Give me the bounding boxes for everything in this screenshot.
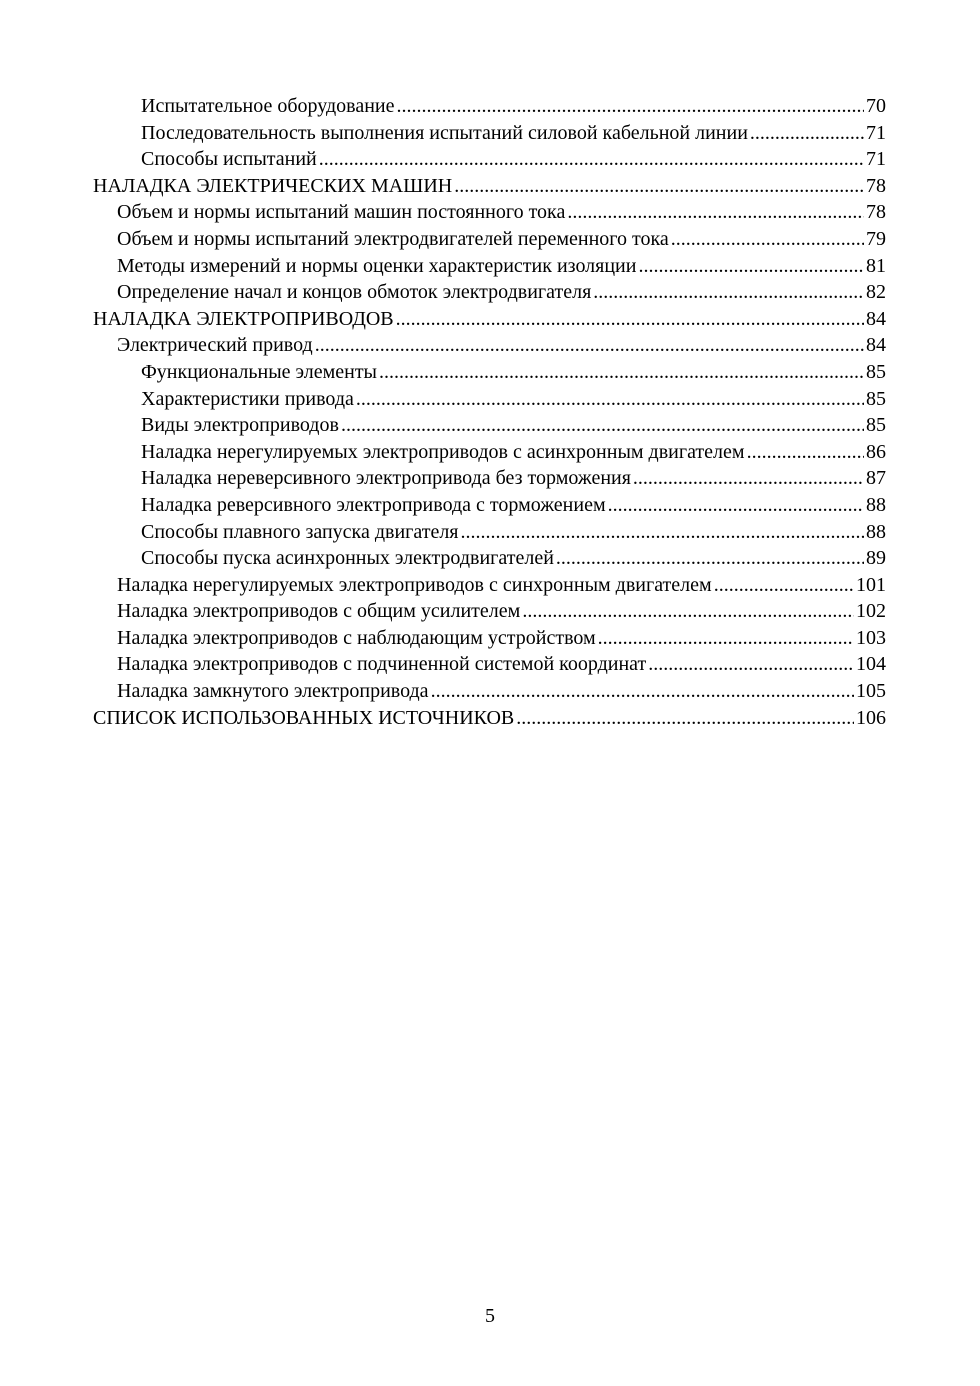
toc-entry-title: НАЛАДКА ЭЛЕКТРИЧЕСКИХ МАШИН [93,174,453,197]
toc-entry-page: 87 [866,467,886,490]
toc-entry-page: 88 [866,520,886,543]
toc-entry: Определение начал и концов обмоток элект… [93,279,886,306]
table-of-contents: Испытательное оборудование..............… [93,93,886,731]
toc-entry-page: 84 [866,307,886,330]
toc-entry-title: Электрический привод [117,334,313,357]
toc-entry-title: Наладка замкнутого электропривода [117,680,429,703]
toc-entry: Объем и нормы испытаний электродвигателе… [93,226,886,253]
dot-leader: ........................................… [318,148,864,171]
toc-entry-page: 78 [866,174,886,197]
toc-entry-page: 85 [866,360,886,383]
toc-entry-title: Функциональные элементы [141,360,377,383]
toc-entry-page: 78 [866,201,886,224]
toc-entry: Виды электроприводов....................… [93,412,886,439]
toc-entry: Наладка электроприводов с общим усилител… [93,598,886,625]
dot-leader: ........................................… [355,387,864,410]
toc-entry: Способы испытаний.......................… [93,146,886,173]
toc-entry-title: Виды электроприводов [141,414,339,437]
toc-entry-title: Способы испытаний [141,148,317,171]
toc-entry: Наладка нереверсивного электропривода бе… [93,465,886,492]
toc-entry-title: Наладка электроприводов с наблюдающим ус… [117,626,596,649]
toc-entry: Характеристики привода..................… [93,386,886,413]
toc-entry: Способы плавного запуска двигателя......… [93,519,886,546]
dot-leader: ........................................… [670,227,864,250]
dot-leader: ........................................… [593,281,864,304]
dot-leader: ........................................… [516,706,854,729]
toc-entry-page: 79 [866,227,886,250]
toc-entry-title: Наладка нереверсивного электропривода бе… [141,467,631,490]
dot-leader: ........................................… [555,547,864,570]
toc-entry-title: Объем и нормы испытаний электродвигателе… [117,227,669,250]
toc-entry-title: Испытательное оборудование [141,95,395,117]
toc-entry: Наладка нерегулируемых электроприводов с… [93,439,886,466]
toc-entry-page: 106 [856,706,886,729]
page-number: 5 [485,1305,495,1327]
toc-entry: Последовательность выполнения испытаний … [93,120,886,147]
toc-entry-title: Методы измерений и нормы оценки характер… [117,254,637,277]
toc-entry-page: 71 [866,121,886,144]
toc-entry: Функциональные элементы.................… [93,359,886,386]
toc-entry-page: 70 [866,95,886,117]
toc-entry: Испытательное оборудование..............… [93,93,886,120]
toc-entry-page: 102 [856,600,886,623]
dot-leader: ........................................… [314,334,864,357]
dot-leader: ........................................… [746,440,864,463]
dot-leader: ........................................… [522,600,854,623]
toc-entry: Электрический привод....................… [93,332,886,359]
toc-entry-page: 71 [866,148,886,171]
toc-entry-page: 105 [856,680,886,703]
toc-entry-title: Наладка нерегулируемых электроприводов с… [117,573,712,596]
toc-entry-page: 104 [856,653,886,676]
toc-entry-page: 86 [866,440,886,463]
toc-entry-title: Характеристики привода [141,387,354,410]
toc-entry: НАЛАДКА ЭЛЕКТРОПРИВОДОВ.................… [93,306,886,333]
toc-entry: Наладка замкнутого электропривода.......… [93,678,886,705]
dot-leader: ........................................… [460,520,864,543]
dot-leader: ........................................… [607,493,864,516]
toc-entry-page: 85 [866,414,886,437]
toc-entry: Наладка электроприводов с подчиненной си… [93,651,886,678]
toc-entry: Наладка реверсивного электропривода с то… [93,492,886,519]
dot-leader: ........................................… [379,360,864,383]
dot-leader: ........................................… [597,626,854,649]
dot-leader: ........................................… [454,174,864,197]
toc-entry-title: СПИСОК ИСПОЛЬЗОВАННЫХ ИСТОЧНИКОВ [93,706,515,729]
toc-entry-title: Способы плавного запуска двигателя [141,520,459,543]
toc-entry-title: Наладка нерегулируемых электроприводов с… [141,440,745,463]
dot-leader: ........................................… [340,414,864,437]
dot-leader: ........................................… [395,307,864,330]
toc-entry-title: Объем и нормы испытаний машин постоянног… [117,201,566,224]
dot-leader: ........................................… [648,653,854,676]
toc-entry-title: Способы пуска асинхронных электродвигате… [141,547,554,570]
toc-entry: Наладка нерегулируемых электроприводов с… [93,572,886,599]
toc-entry: Методы измерений и нормы оценки характер… [93,253,886,280]
dot-leader: ........................................… [638,254,864,277]
toc-entry: Наладка электроприводов с наблюдающим ус… [93,625,886,652]
toc-entry-page: 101 [856,573,886,596]
toc-entry-title: Определение начал и концов обмоток элект… [117,281,592,304]
toc-entry-title: НАЛАДКА ЭЛЕКТРОПРИВОДОВ [93,307,394,330]
toc-entry-page: 103 [856,626,886,649]
dot-leader: ........................................… [713,573,854,596]
toc-entry-page: 85 [866,387,886,410]
toc-entry-page: 89 [866,547,886,570]
toc-entry-title: Наладка электроприводов с подчиненной си… [117,653,647,676]
dot-leader: ........................................… [396,95,864,117]
toc-entry-title: Наладка электроприводов с общим усилител… [117,600,521,623]
toc-entry-page: 82 [866,281,886,304]
toc-entry-title: Последовательность выполнения испытаний … [141,121,748,144]
toc-entry: Объем и нормы испытаний машин постоянног… [93,199,886,226]
toc-entry: СПИСОК ИСПОЛЬЗОВАННЫХ ИСТОЧНИКОВ........… [93,705,886,732]
toc-entry: НАЛАДКА ЭЛЕКТРИЧЕСКИХ МАШИН.............… [93,173,886,200]
toc-entry: Способы пуска асинхронных электродвигате… [93,545,886,572]
toc-entry-page: 84 [866,334,886,357]
dot-leader: ........................................… [430,680,854,703]
toc-entry-page: 88 [866,493,886,516]
dot-leader: ........................................… [632,467,864,490]
dot-leader: ........................................… [749,121,864,144]
toc-entry-title: Наладка реверсивного электропривода с то… [141,493,606,516]
toc-entry-page: 81 [866,254,886,277]
dot-leader: ........................................… [567,201,864,224]
